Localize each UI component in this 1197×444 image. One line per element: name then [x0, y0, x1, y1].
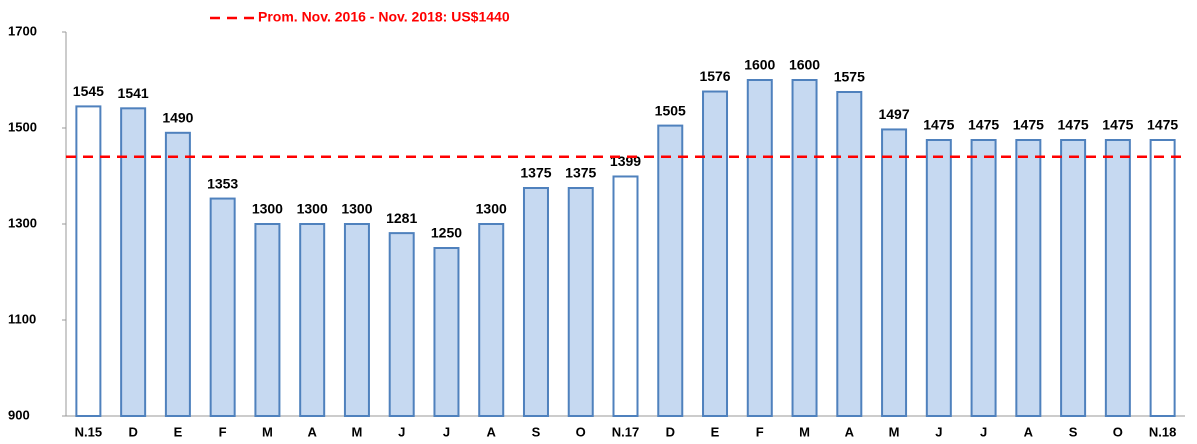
x-tick-label: F [756, 424, 764, 439]
value-label: 1545 [73, 83, 104, 99]
bar [522, 187, 549, 417]
x-tick-label: S [532, 424, 541, 439]
bar [791, 79, 818, 417]
value-label: 1490 [162, 110, 193, 126]
x-tick-label: N.18 [1149, 424, 1176, 439]
bar [254, 223, 281, 417]
y-tick-label: 900 [8, 407, 30, 422]
x-tick-label: N.17 [612, 424, 639, 439]
value-label: 1475 [1058, 117, 1089, 133]
bar [1060, 139, 1087, 417]
value-label: 1576 [699, 68, 730, 84]
value-label: 1475 [968, 117, 999, 133]
bar [75, 105, 102, 418]
value-label: 1375 [520, 165, 551, 181]
bar [388, 232, 415, 417]
bar [343, 223, 370, 417]
x-tick-label: J [443, 424, 450, 439]
bar [433, 247, 460, 417]
legend-label: Prom. Nov. 2016 - Nov. 2018: US$1440 [258, 9, 510, 25]
x-tick-label: E [711, 424, 720, 439]
bar [657, 124, 684, 417]
x-tick-label: M [799, 424, 810, 439]
x-tick-label: S [1069, 424, 1078, 439]
value-label: 1375 [565, 165, 596, 181]
bar [612, 175, 639, 417]
value-label: 1475 [1102, 117, 1133, 133]
x-tick-label: J [980, 424, 987, 439]
x-tick-label: M [352, 424, 363, 439]
x-tick-label: M [262, 424, 273, 439]
bar [836, 91, 863, 417]
bar [925, 139, 952, 417]
value-label: 1300 [252, 201, 283, 217]
value-label: 1505 [655, 102, 686, 118]
bar [1104, 139, 1131, 417]
x-tick-label: E [174, 424, 183, 439]
bar [1015, 139, 1042, 417]
value-label: 1475 [1147, 117, 1178, 133]
bar [120, 107, 147, 417]
y-tick-label: 1500 [8, 119, 37, 134]
bar [164, 131, 191, 418]
bar [1149, 139, 1176, 417]
value-label: 1475 [923, 117, 954, 133]
x-tick-label: D [128, 424, 137, 439]
x-tick-label: A [487, 424, 497, 439]
value-label: 1300 [476, 201, 507, 217]
value-label: 1281 [386, 210, 417, 226]
value-label: 1300 [341, 201, 372, 217]
x-tick-label: M [889, 424, 900, 439]
bar [209, 197, 236, 417]
value-label: 1475 [1013, 117, 1044, 133]
bar [970, 139, 997, 417]
y-tick-label: 1700 [8, 23, 37, 38]
value-label: 1300 [297, 201, 328, 217]
x-tick-label: O [576, 424, 586, 439]
x-tick-label: A [1024, 424, 1034, 439]
y-tick-label: 1300 [8, 215, 37, 230]
x-tick-label: J [935, 424, 942, 439]
bar [478, 223, 505, 417]
x-tick-label: J [398, 424, 405, 439]
x-tick-label: O [1113, 424, 1123, 439]
y-tick-label: 1100 [8, 311, 36, 326]
x-tick-label: D [666, 424, 675, 439]
bar [746, 79, 773, 417]
x-tick-label: N.15 [75, 424, 102, 439]
value-label: 1497 [878, 106, 909, 122]
x-tick-label: F [219, 424, 227, 439]
x-tick-label: A [307, 424, 317, 439]
bar [881, 128, 908, 417]
value-label: 1250 [431, 225, 462, 241]
bar [299, 223, 326, 417]
x-tick-label: A [845, 424, 855, 439]
bar [702, 90, 729, 418]
value-label: 1541 [118, 85, 149, 101]
value-label: 1600 [744, 57, 775, 73]
value-label: 1600 [789, 57, 820, 73]
bar [567, 187, 594, 417]
value-label: 1575 [834, 69, 865, 85]
value-label: 1353 [207, 175, 238, 191]
